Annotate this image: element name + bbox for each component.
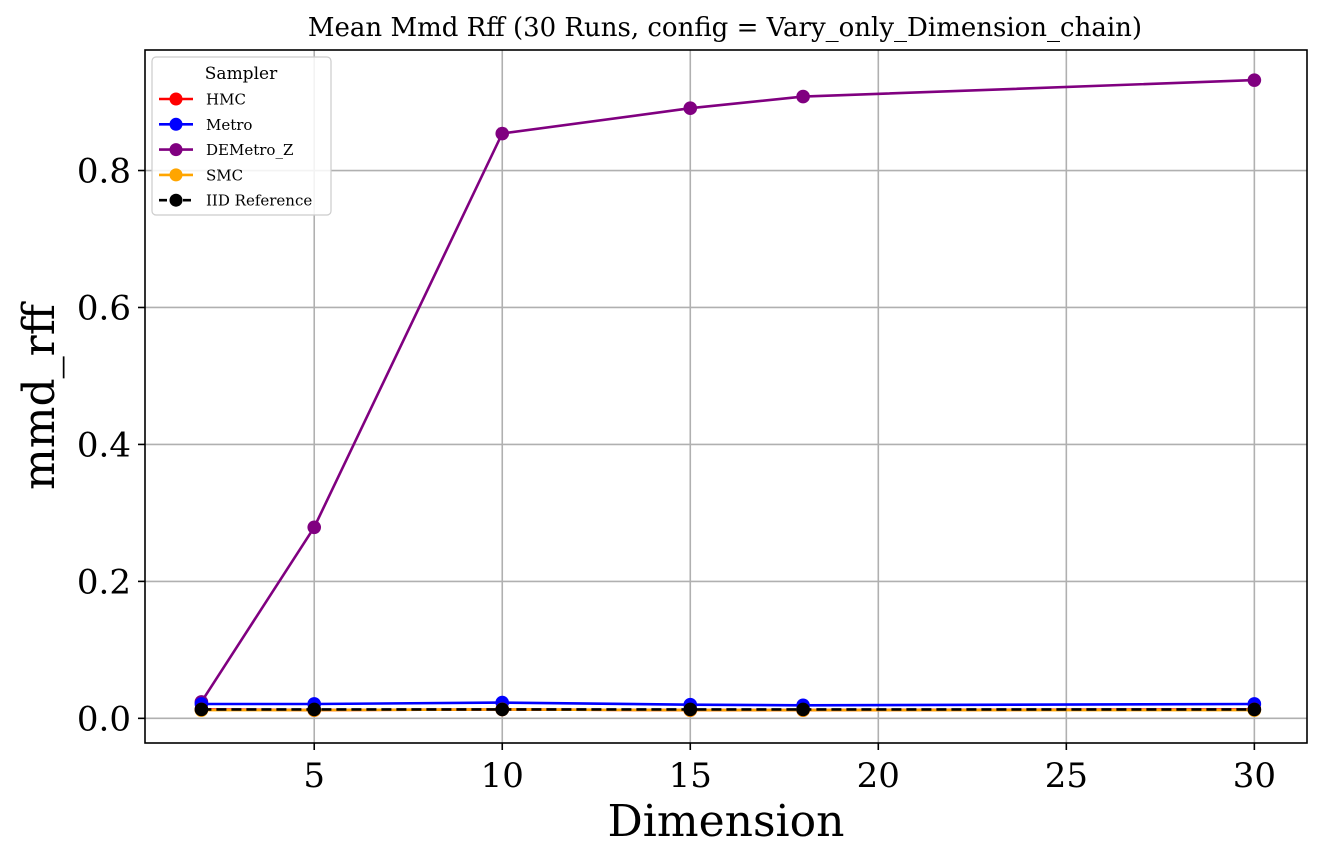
legend-box (151, 56, 332, 216)
legend-entry-smc: SMC (159, 166, 243, 184)
legend-entry-metro: Metro (159, 116, 252, 134)
x-tick-label: 20 (857, 756, 900, 796)
legend-marker-smc (169, 168, 183, 182)
data-point-demetro-z (796, 89, 810, 104)
chart-title: Mean Mmd Rff (30 Runs, config = Vary_onl… (308, 13, 1142, 43)
data-point-iid-reference (683, 702, 698, 717)
data-point-demetro-z (683, 101, 698, 116)
ticks: 5 10 15 20 25 30 0.0 0.2 0.4 0.6 0.8 (77, 152, 1276, 796)
legend-marker-metro (169, 117, 183, 131)
series-iid-reference (194, 702, 1262, 717)
legend-label-hmc: HMC (206, 91, 246, 109)
legend-entries: HMC Metro DEMetro_Z SMC IID Reference (159, 91, 312, 210)
series-layer (194, 73, 1262, 717)
plot-frame (144, 49, 1308, 744)
data-point-demetro-z (1247, 73, 1262, 87)
y-tick-label: 0.8 (77, 152, 131, 192)
legend-label-smc: SMC (206, 166, 243, 184)
x-tick-label: 15 (669, 756, 712, 796)
y-tick-label: 0.2 (77, 562, 131, 602)
x-tick-label: 30 (1233, 756, 1276, 796)
legend-entry-demetro-z: DEMetro_Z (159, 141, 293, 159)
legend-marker-iid-reference (169, 193, 183, 207)
data-point-iid-reference (194, 702, 209, 717)
series-demetro-z (194, 73, 1262, 709)
data-point-demetro-z (495, 126, 510, 141)
x-tick-label: 10 (481, 756, 524, 796)
legend: Sampler HMC Metro DEMetro_Z SMC IID Referenc… (151, 56, 332, 216)
y-tick-label: 0.6 (77, 288, 131, 328)
legend-label-metro: Metro (206, 116, 252, 134)
data-point-iid-reference (307, 702, 322, 717)
x-tick-label: 5 (303, 756, 325, 796)
legend-title: Sampler (205, 64, 278, 84)
y-tick-label: 0.4 (77, 425, 131, 465)
data-point-iid-reference (796, 702, 810, 717)
data-point-iid-reference (495, 702, 510, 717)
series-line-metro (201, 701, 1255, 707)
legend-label-iid-reference: IID Reference (206, 192, 312, 210)
data-point-demetro-z (307, 520, 322, 535)
y-axis-label: mmd_rff (14, 301, 65, 490)
x-tick-label: 25 (1045, 756, 1088, 796)
x-axis-label: Dimension (608, 796, 845, 847)
legend-entry-iid-reference: IID Reference (159, 192, 312, 210)
legend-marker-demetro-z (169, 143, 183, 157)
legend-label-demetro-z: DEMetro_Z (206, 141, 293, 159)
data-point-iid-reference (1247, 702, 1262, 717)
y-tick-label: 0.0 (77, 699, 131, 739)
legend-marker-hmc (169, 92, 183, 106)
series-line-demetro-z (200, 78, 1255, 703)
grid (145, 50, 1307, 743)
legend-entry-hmc: HMC (159, 91, 246, 109)
